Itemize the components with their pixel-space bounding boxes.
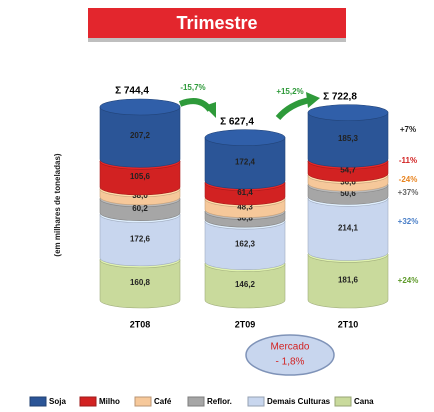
legend-label: Reflor. [207,397,232,406]
value-label: 36,6 [340,177,356,186]
value-label: 61,4 [237,188,253,197]
value-label: 160,8 [130,278,151,287]
value-label: 50,6 [340,189,356,198]
cylinder-segment [99,214,181,267]
cylinder-segment [307,112,389,168]
value-label: 162,3 [235,240,256,249]
market-value: - 1,8% [276,357,305,368]
segment-top [204,129,286,146]
value-label: 207,2 [130,131,151,140]
arrow-head [204,102,216,118]
arrow [275,97,311,121]
value-label: 105,6 [130,172,151,181]
value-label: 60,2 [132,204,148,213]
x-tick-label: 2T09 [235,319,256,329]
cylinder-segment [99,106,181,168]
x-tick-label: 2T08 [130,319,151,329]
cylinder-segment [99,259,181,309]
total-label: Σ 744,4 [115,86,149,97]
legend-swatch [29,396,47,407]
legend-swatch [187,396,205,407]
series-change: +7% [400,125,416,134]
arrow-head [306,92,320,108]
change-label: -15,7% [180,83,205,92]
series-change: -24% [399,175,418,184]
title-underline [88,38,346,42]
cylinder-segment [204,220,286,271]
chart-title: Trimestre [176,13,257,33]
series-change: +32% [398,217,419,226]
value-label: 36,8 [237,213,253,222]
cylinder-segment [307,198,389,261]
segment-top [307,104,389,121]
market-bubble [245,334,335,376]
legend-swatch [79,396,97,407]
y-axis-label: (em milhares de toneladas) [53,153,62,256]
legend-label: Soja [49,397,66,406]
title-banner [88,8,346,38]
legend-label: Milho [99,397,120,406]
cylinder-segment [307,254,389,309]
segment-top [99,98,181,116]
total-label: Σ 627,4 [220,116,254,127]
legend-label: Demais Culturas [267,397,331,406]
value-label: 172,6 [130,234,151,243]
cylinder-segment [204,263,286,309]
cylinder-segment [204,137,286,190]
value-label: 185,3 [338,134,359,143]
series-change: +24% [398,276,419,285]
series-change: -11% [399,156,417,165]
x-tick-label: 2T10 [338,319,359,329]
value-label: 172,4 [235,157,256,166]
series-change: +37% [398,188,419,197]
legend-swatch [334,396,352,407]
value-label: 54,7 [340,165,356,174]
legend-label: Cana [354,397,374,406]
legend-label: Café [154,397,172,406]
cylinder-segment [99,160,181,196]
legend-swatch [134,396,152,407]
change-label: +15,2% [276,87,303,96]
value-label: 146,2 [235,280,256,289]
market-label: Mercado [271,342,310,353]
value-label: 214,1 [338,223,359,232]
value-label: 48,3 [237,202,253,211]
value-label: 38,0 [132,191,148,200]
total-label: Σ 722,8 [323,91,357,102]
value-label: 181,6 [338,275,359,284]
legend-swatch [247,396,265,407]
